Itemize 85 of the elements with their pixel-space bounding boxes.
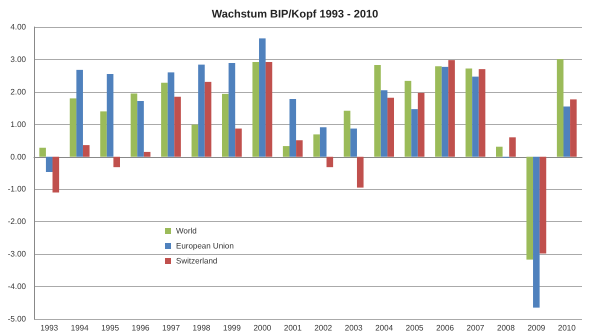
bar [435, 66, 442, 157]
y-tick-label: 3.00 [10, 54, 27, 64]
bar [198, 64, 205, 157]
y-tick-label: 1.00 [10, 120, 27, 129]
bar [282, 146, 290, 157]
bar [235, 128, 242, 157]
bar [533, 156, 540, 308]
x-tick-label: 2002 [314, 324, 333, 332]
x-tick-label: 2003 [344, 324, 364, 332]
bar [296, 140, 303, 157]
bar [570, 99, 577, 157]
y-tick-label: 2.00 [10, 87, 27, 96]
bar [266, 62, 272, 157]
bar [222, 94, 229, 157]
bar [192, 124, 198, 157]
bar [259, 38, 266, 157]
bar [46, 156, 53, 172]
bar [289, 99, 296, 157]
x-tick-label: 1999 [222, 324, 242, 332]
bar [106, 74, 114, 157]
bar [137, 100, 144, 157]
bar [100, 111, 107, 157]
legend-label: European Union [176, 242, 234, 250]
x-tick-label: 2000 [253, 324, 272, 332]
bar [540, 156, 546, 254]
y-tick-label: -2.00 [8, 217, 27, 226]
bar [411, 109, 418, 157]
y-tick-label: -1.00 [8, 184, 27, 194]
y-tick-label: 0.00 [10, 152, 27, 162]
bar [130, 94, 138, 157]
bar [350, 128, 357, 157]
bar [442, 66, 448, 157]
bar [404, 80, 412, 157]
bar [174, 96, 181, 157]
y-tick-label: 4.00 [10, 22, 27, 32]
x-tick-label: 1998 [192, 324, 211, 332]
chart-title: Wachstum BIP/Kopf 1993 - 2010 [212, 8, 378, 20]
legend-label: Switzerland [176, 256, 218, 266]
x-tick-label: 2004 [375, 324, 394, 332]
bar [509, 137, 516, 157]
bar [168, 72, 174, 157]
x-tick-label: 2001 [284, 324, 302, 332]
bar [344, 110, 350, 157]
bar [204, 82, 212, 157]
bar [526, 156, 534, 260]
bar [374, 64, 381, 157]
bar [380, 90, 388, 157]
x-tick-label: 2005 [406, 324, 424, 332]
bar [466, 68, 472, 157]
x-tick-label: 2010 [558, 324, 576, 332]
x-tick-label: 1997 [162, 324, 180, 332]
y-tick-label: -5.00 [8, 314, 27, 324]
bar [387, 98, 394, 157]
bar [356, 156, 364, 188]
x-tick-label: 1993 [40, 324, 59, 332]
x-tick-label: 2007 [466, 324, 485, 332]
bar [228, 63, 236, 157]
x-tick-label: 1996 [132, 324, 150, 332]
y-tick-label: -3.00 [8, 250, 27, 259]
x-tick-label: 1994 [70, 324, 90, 332]
bar [252, 62, 260, 157]
bar [556, 59, 564, 157]
bar [478, 69, 486, 157]
bar [161, 82, 168, 157]
bar [326, 156, 334, 168]
bar [472, 76, 479, 157]
bar [113, 156, 120, 168]
bar [563, 106, 570, 157]
bar [320, 127, 327, 157]
bar [418, 92, 424, 157]
bar [70, 98, 76, 157]
bar [82, 145, 90, 157]
bar [144, 152, 150, 157]
bar [448, 60, 455, 157]
x-tick-label: 2008 [496, 324, 516, 332]
bar [313, 134, 320, 157]
x-tick-label: 1995 [101, 324, 120, 332]
x-tick-label: 2009 [527, 324, 546, 332]
bar [76, 70, 83, 157]
y-tick-label: -4.00 [8, 282, 27, 292]
bar [496, 146, 503, 157]
x-tick-label: 2006 [436, 324, 454, 332]
legend-label: World [176, 226, 197, 236]
bar [52, 156, 60, 192]
bar [39, 148, 46, 157]
